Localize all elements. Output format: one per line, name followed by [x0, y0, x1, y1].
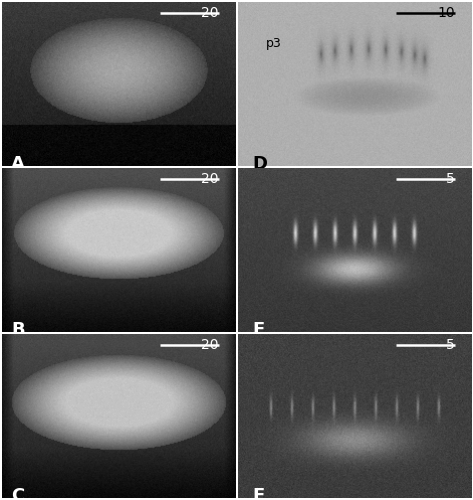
Text: 5: 5 — [446, 172, 455, 186]
Text: F: F — [252, 486, 264, 500]
Text: B: B — [11, 320, 25, 338]
Text: 20: 20 — [201, 338, 219, 352]
Text: E: E — [252, 320, 264, 338]
Text: 5: 5 — [446, 338, 455, 352]
Text: C: C — [11, 486, 25, 500]
Text: 20: 20 — [201, 172, 219, 186]
Text: A: A — [11, 154, 25, 172]
Text: 20: 20 — [201, 6, 219, 20]
Text: D: D — [252, 154, 267, 172]
Text: p3: p3 — [266, 36, 281, 50]
Text: 10: 10 — [437, 6, 455, 20]
